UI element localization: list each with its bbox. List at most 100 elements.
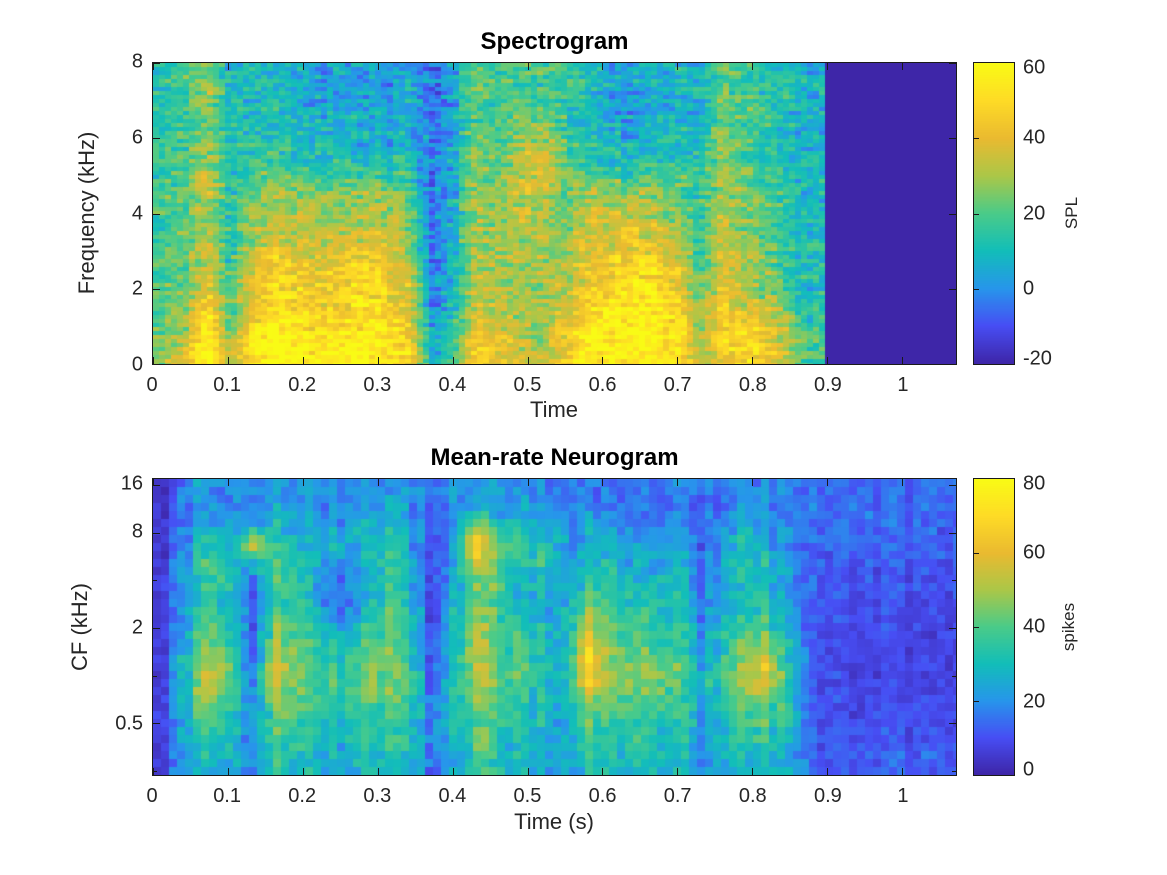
colorbar-tick-label: 40 [1023, 615, 1046, 638]
x-tick [302, 357, 304, 364]
x-tick [827, 63, 829, 70]
x-tick-label: 0.6 [588, 785, 617, 807]
spectrogram-colorbar-tick-labels: 60 40 20 0 -20 [1023, 57, 1083, 370]
x-tick-label: 0.7 [663, 374, 692, 396]
x-tick-label: 0.9 [813, 374, 842, 396]
spectrogram-y-tick-labels: 8 6 4 2 0 [0, 51, 143, 376]
x-tick [902, 357, 904, 364]
x-tick-label: 0.3 [363, 785, 392, 807]
y-tick [153, 288, 160, 290]
x-tick [752, 479, 754, 486]
x-tick [827, 479, 829, 486]
x-tick [677, 768, 679, 775]
y-tick [153, 627, 160, 629]
neurogram-heatmap-canvas [153, 479, 956, 775]
neurogram-tick-marks [153, 479, 956, 775]
x-tick-label: 0.6 [588, 374, 617, 396]
x-tick-label: 1 [897, 785, 909, 807]
colorbar-tick-label: 80 [1023, 472, 1046, 495]
y-tick [949, 288, 956, 290]
x-tick-label: 0.1 [213, 785, 241, 807]
x-tick [902, 479, 904, 486]
x-tick [452, 479, 454, 486]
x-tick [527, 768, 529, 775]
x-tick [752, 63, 754, 70]
spectrogram-tick-marks [153, 63, 956, 365]
x-tick [153, 63, 154, 70]
x-tick-label: 0 [146, 374, 158, 396]
colorbar-tick [974, 138, 979, 140]
x-tick-label: 0.1 [213, 374, 241, 396]
colorbar-tick-label: 40 [1023, 126, 1046, 149]
neurogram-plot-area [152, 478, 957, 776]
x-tick [602, 357, 604, 364]
x-tick-label: 0.9 [813, 785, 842, 807]
colorbar-tick [974, 553, 979, 554]
colorbar-tick [974, 627, 979, 628]
neurogram-colorbar-tick-labels: 80 60 40 20 0 [1023, 472, 1083, 780]
y-tick [153, 532, 160, 534]
x-tick [302, 479, 304, 486]
y-tick [153, 364, 160, 365]
colorbar-tick-label: 20 [1023, 202, 1046, 224]
x-tick-label: 0.2 [288, 374, 317, 396]
y-tick [949, 532, 956, 534]
x-tick [827, 768, 829, 775]
x-tick [227, 357, 229, 364]
x-tick [227, 479, 229, 486]
x-tick [527, 63, 529, 70]
neurogram-y-tick-labels: 16 8 2 0.5 [0, 472, 143, 776]
x-tick [677, 479, 679, 486]
colorbar-tick-label: -20 [1023, 347, 1052, 370]
y-minor-tick [153, 771, 157, 773]
spectrogram-colorbar [973, 62, 1015, 365]
x-tick [302, 63, 304, 70]
y-tick [949, 484, 956, 486]
y-tick-label: 8 [131, 520, 143, 543]
x-tick [902, 63, 904, 70]
y-tick-label: 6 [131, 126, 143, 149]
y-tick-label: 2 [131, 616, 143, 639]
neurogram-colorbar [973, 478, 1015, 776]
colorbar-tick-label: 60 [1023, 541, 1046, 563]
x-tick [602, 479, 604, 486]
y-tick [153, 484, 160, 486]
y-tick [949, 138, 956, 140]
spectrogram-plot-area [152, 62, 957, 365]
spectrogram-colorbar-gradient-canvas [974, 63, 1014, 364]
y-tick [153, 213, 160, 215]
y-tick [153, 138, 160, 140]
y-minor-tick [952, 580, 956, 582]
x-tick [377, 357, 379, 364]
x-tick [602, 63, 604, 70]
y-tick-label: 0.5 [115, 712, 143, 735]
colorbar-tick-label: 20 [1023, 690, 1046, 712]
y-tick [949, 63, 956, 64]
spectrogram-colorbar-tick-marks [974, 63, 1014, 364]
y-tick [949, 364, 956, 365]
x-tick [527, 357, 529, 364]
colorbar-tick-label: 0 [1023, 758, 1035, 781]
colorbar-tick-label: 60 [1023, 56, 1046, 79]
x-tick-label: 0 [146, 785, 158, 807]
y-tick-label: 2 [131, 277, 143, 300]
x-tick-label: 1 [897, 374, 909, 396]
x-tick [902, 768, 904, 775]
y-tick [153, 63, 160, 64]
x-tick [227, 63, 229, 70]
x-tick-label: 0.7 [663, 785, 692, 807]
y-tick [153, 723, 160, 725]
x-tick-label: 0.2 [288, 785, 317, 807]
spectrogram-x-axis-label: Time [529, 397, 579, 422]
neurogram-colorbar-tick-marks [974, 479, 1014, 775]
spectrogram-heatmap-canvas [153, 63, 956, 364]
neurogram-colorbar-label: spikes [1059, 602, 1078, 652]
x-tick [452, 357, 454, 364]
x-tick [153, 479, 154, 486]
colorbar-tick-label: 0 [1023, 277, 1035, 300]
y-minor-tick [153, 580, 157, 582]
x-tick-label: 0.4 [438, 785, 467, 807]
y-tick [949, 213, 956, 215]
y-tick-label: 8 [131, 50, 143, 73]
